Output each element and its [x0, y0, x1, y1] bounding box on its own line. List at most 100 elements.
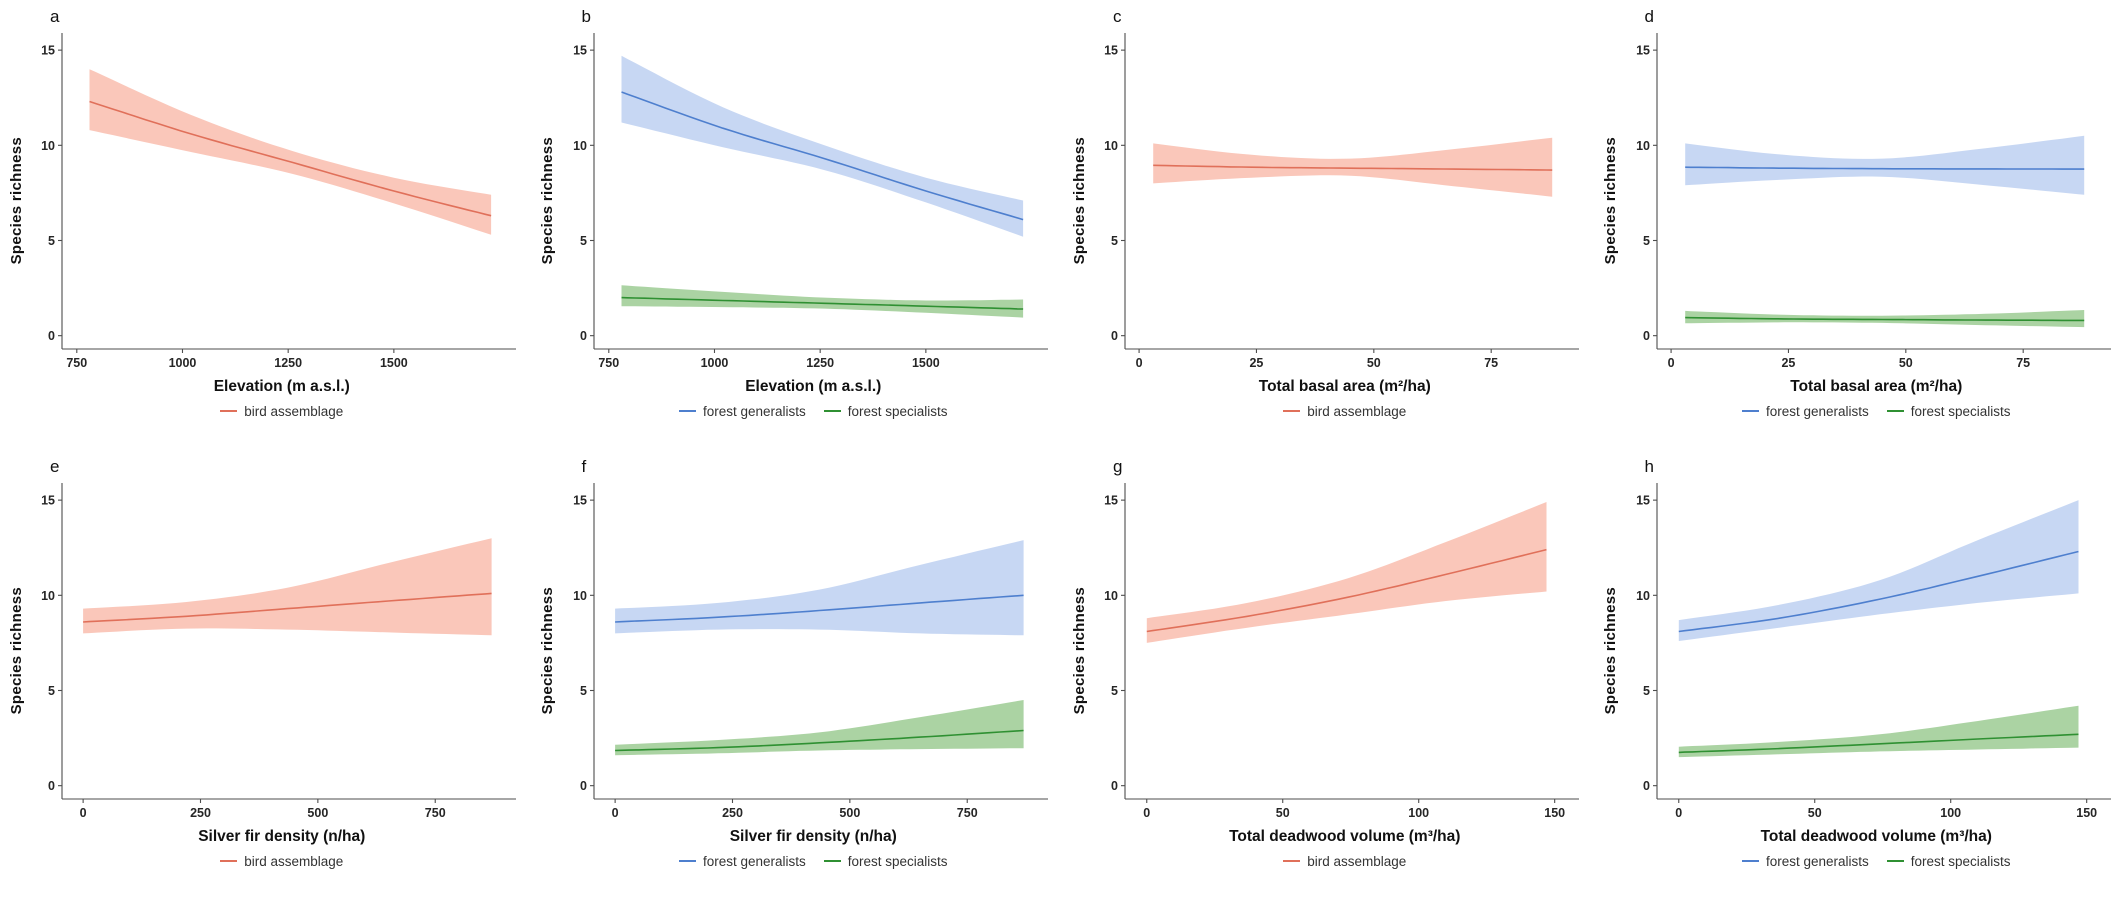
x-tick-label: 1250 [274, 356, 302, 370]
x-tick-label: 100 [1408, 806, 1429, 820]
legend-label: bird assemblage [1307, 403, 1407, 419]
trend-line-forest-generalists [1678, 550, 2079, 633]
legend-label: forest specialists [847, 853, 948, 869]
trend-line-forest-specialists [614, 729, 1024, 752]
plot-row: Species richness 0 5 10 15 0 25 50 75 [1069, 27, 1591, 375]
ci-band-forest-specialists [621, 285, 1023, 318]
y-tick-label: 0 [1643, 779, 1650, 793]
legend-label: bird assemblage [244, 403, 344, 419]
y-tick-label: 15 [1636, 44, 1650, 58]
plot-svg: 0 5 10 15 750 1000 1250 1500 [41, 33, 516, 370]
y-tick-label: 15 [41, 494, 55, 508]
plot-svg: 0 5 10 15 0 25 50 75 [1636, 33, 2111, 370]
y-tick-label: 10 [573, 589, 587, 603]
panel-c: c Species richness 0 5 10 15 0 25 50 75 Total basa… [1063, 0, 1595, 450]
trend-line-forest-specialists [620, 296, 1023, 310]
y-axis-title-text: Species richness [1602, 137, 1619, 265]
panel-a: a Species richness 0 5 10 15 750 1000 1250 1500 El… [0, 0, 532, 450]
x-axis-title: Total deadwood volume (m³/ha) [1229, 828, 1461, 845]
legend: bird assemblage [1099, 399, 1591, 423]
y-tick-label: 10 [1636, 139, 1650, 153]
x-tick-label: 1000 [700, 356, 728, 370]
plot-row: Species richness 0 5 10 15 0 25 50 75 [1601, 27, 2123, 375]
y-axis-title-text: Species richness [539, 137, 556, 265]
y-axis-title: Species richness [538, 477, 558, 825]
y-tick-label: 15 [573, 44, 587, 58]
panel-letter: b [581, 7, 591, 26]
panel-letter: d [1644, 7, 1654, 26]
plot-svg: 0 5 10 15 0 25 50 75 [1104, 33, 1579, 370]
x-tick-label: 1250 [806, 356, 834, 370]
legend-line-swatch [1886, 860, 1904, 862]
y-tick-label: 0 [1643, 329, 1650, 343]
y-axis-title: Species richness [1601, 27, 1621, 375]
y-tick-label: 0 [48, 779, 55, 793]
y-axis-title-text: Species richness [7, 137, 25, 265]
panel-letter: c [1113, 7, 1122, 26]
trend-line-bird-assemblage [83, 592, 492, 623]
legend-line-swatch [1283, 860, 1301, 862]
x-tick-label: 500 [839, 806, 860, 820]
y-axis-title-text: Species richness [539, 587, 556, 715]
x-axis-title: Total basal area (m²/ha) [1790, 378, 1963, 395]
x-tick-label: 750 [425, 806, 446, 820]
x-tick-label: 750 [598, 356, 619, 370]
x-tick-label: 0 [1667, 356, 1674, 370]
x-tick-label: 25 [1249, 356, 1263, 370]
y-tick-label: 5 [48, 684, 55, 698]
x-tick-label: 0 [1675, 806, 1682, 820]
x-axis-title: Elevation (m a.s.l.) [745, 378, 882, 395]
x-axis-title: Total deadwood volume (m³/ha) [1760, 828, 1992, 845]
legend-line-swatch [823, 860, 841, 862]
plot-svg: 0 5 10 15 0 250 500 750 [41, 483, 516, 820]
panel-g: g Species richness 0 5 10 15 0 50 100 150 Total de… [1063, 450, 1595, 900]
y-axis-title: Species richness [1601, 477, 1621, 825]
plot-row: Species richness 0 5 10 15 750 1000 1250 1500 [6, 27, 528, 375]
plot-svg: 0 5 10 15 750 1000 1250 1500 [573, 33, 1048, 370]
legend-line-swatch [1283, 410, 1301, 412]
x-tick-label: 75 [2016, 356, 2030, 370]
panel-letter: e [50, 457, 60, 476]
trend-line-forest-specialists [1684, 316, 2084, 322]
legend-line-swatch [1886, 410, 1904, 412]
y-tick-label: 15 [1104, 44, 1118, 58]
y-tick-label: 0 [1111, 779, 1118, 793]
panel-letter: f [581, 457, 587, 476]
legend-item-forest-generalists: forest generalists [678, 854, 806, 869]
legend: bird assemblage [1099, 849, 1591, 873]
y-tick-label: 5 [1643, 684, 1650, 698]
plot-row: Species richness 0 5 10 15 0 50 100 150 [1601, 477, 2123, 825]
y-tick-label: 10 [1104, 139, 1118, 153]
legend-item-forest-specialists: forest specialists [1886, 404, 2011, 419]
panel-letter: h [1644, 457, 1654, 476]
legend: forest generalists forest specialists [1631, 849, 2123, 873]
y-tick-label: 0 [580, 779, 587, 793]
legend-label: bird assemblage [1307, 853, 1407, 869]
legend-item-bird-assemblage: bird assemblage [1283, 404, 1406, 419]
x-tick-label: 750 [956, 806, 977, 820]
legend-item-forest-generalists: forest generalists [1741, 403, 1869, 419]
legend-item-forest-generalists: forest generalists [678, 404, 806, 419]
legend: bird assemblage [36, 399, 528, 423]
plot-row: Species richness 0 5 10 15 0 250 500 750 [6, 477, 528, 825]
x-tick-label: 75 [1484, 356, 1498, 370]
x-tick-label: 500 [307, 806, 328, 820]
y-axis-title: Species richness [1069, 477, 1089, 825]
y-tick-label: 5 [580, 684, 587, 698]
trend-line-forest-generalists [614, 594, 1024, 623]
y-tick-label: 5 [580, 234, 587, 248]
x-axis-title: Silver fir density (n/ha) [198, 828, 366, 845]
legend-label: forest generalists [1765, 403, 1869, 419]
plot-svg: 0 5 10 15 0 250 500 750 [573, 483, 1048, 820]
x-tick-label: 50 [1898, 356, 1912, 370]
ci-band-forest-generalists [621, 55, 1023, 237]
trend-line-forest-specialists [1678, 733, 2079, 754]
y-tick-label: 10 [573, 139, 587, 153]
y-tick-label: 0 [580, 329, 587, 343]
x-tick-label: 750 [66, 356, 87, 370]
y-axis-title: Species richness [1069, 27, 1089, 375]
legend-item-forest-generalists: forest generalists [1741, 854, 1869, 869]
